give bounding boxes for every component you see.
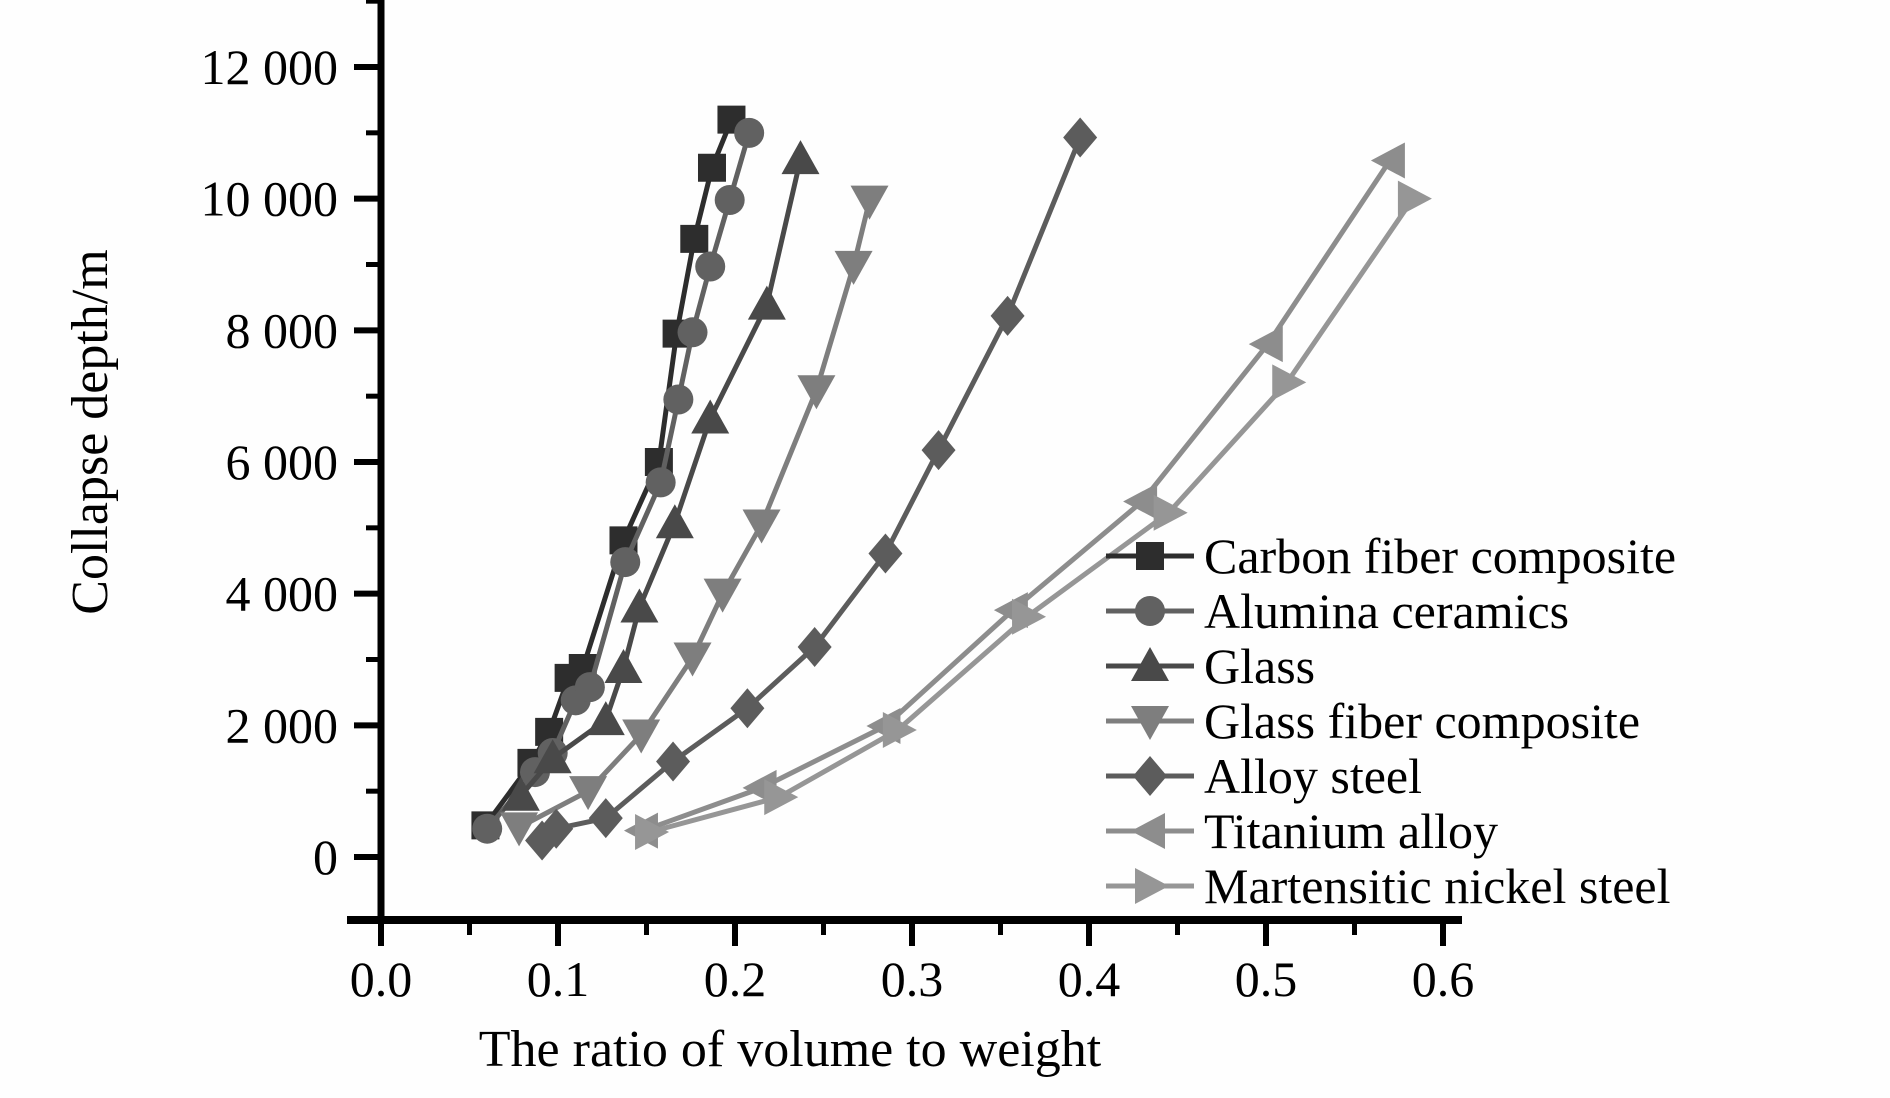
data-point-marker: [586, 701, 625, 736]
data-point-marker: [539, 808, 574, 849]
data-point-marker: [1136, 542, 1164, 570]
series-line-alloy-steel: [540, 136, 1083, 843]
legend-label-glass: Glass: [1204, 638, 1315, 694]
legend-item-carbon-fiber-composite: Carbon fiber composite: [1106, 528, 1676, 584]
data-point-marker: [500, 812, 539, 847]
y-tick-label: 10 000: [201, 171, 339, 227]
data-point-marker: [673, 642, 712, 677]
legend-label-alumina-ceramics: Alumina ceramics: [1204, 583, 1569, 639]
data-point-marker: [697, 153, 726, 182]
data-point-marker: [1397, 180, 1432, 217]
data-point-marker: [574, 672, 605, 703]
data-point-marker: [695, 251, 726, 282]
series-layer: [471, 105, 1432, 861]
data-point-marker: [921, 430, 956, 471]
data-point-marker: [1133, 756, 1167, 796]
data-point-marker: [747, 285, 786, 320]
legend-item-glass-fiber-composite: Glass fiber composite: [1106, 693, 1640, 749]
legend-item-alloy-steel: Alloy steel: [1106, 748, 1422, 804]
data-point-marker: [663, 384, 694, 415]
series-line-glass-fiber-composite: [517, 200, 872, 830]
data-point-marker: [781, 140, 820, 175]
legend-label-titanium-alloy: Titanium alloy: [1204, 803, 1498, 859]
data-point-marker: [850, 185, 889, 220]
legend-label-glass-fiber-composite: Glass fiber composite: [1204, 693, 1640, 749]
axes-layer: 0.0 0.1 0.2 0.3 0.4 0.5 0.6 0 2 000 4 000 6 000 8 0…: [201, 0, 1475, 1007]
legend-item-alumina-ceramics: Alumina ceramics: [1106, 583, 1569, 639]
data-point-marker: [677, 317, 708, 348]
data-point-marker: [734, 117, 765, 148]
x-tick-label: 0.6: [1412, 951, 1475, 1007]
series-alloy-steel: [525, 117, 1098, 861]
data-point-marker: [622, 719, 661, 754]
legend-item-martensitic-nickel-steel: Martensitic nickel steel: [1106, 858, 1671, 914]
data-point-marker: [1370, 142, 1405, 179]
data-point-marker: [1123, 483, 1158, 520]
y-axis-title: Collapse depth/m: [62, 249, 119, 614]
legend-label-martensitic-nickel-steel: Martensitic nickel steel: [1204, 858, 1671, 914]
y-tick-label: 12 000: [201, 39, 339, 95]
data-point-marker: [569, 776, 608, 811]
data-point-marker: [882, 711, 917, 748]
data-point-marker: [1248, 326, 1283, 363]
data-point-marker: [1131, 647, 1169, 681]
data-point-marker: [1131, 706, 1169, 740]
data-point-marker: [703, 578, 742, 613]
x-tick-label: 0.5: [1235, 951, 1298, 1007]
x-tick-label: 0.0: [350, 951, 413, 1007]
data-point-marker: [680, 224, 709, 253]
data-point-marker: [501, 776, 540, 811]
data-point-marker: [1063, 117, 1098, 158]
data-point-marker: [797, 375, 836, 410]
data-point-marker: [742, 509, 781, 544]
x-tick-label: 0.4: [1058, 951, 1121, 1007]
data-point-marker: [645, 467, 676, 498]
x-tick-label: 0.3: [881, 951, 944, 1007]
data-point-marker: [1153, 494, 1188, 531]
y-tick-label: 0: [313, 829, 338, 885]
legend-item-titanium-alloy: Titanium alloy: [1106, 803, 1498, 859]
data-point-marker: [797, 626, 832, 667]
data-point-marker: [764, 779, 799, 816]
legend-label-alloy-steel: Alloy steel: [1204, 748, 1422, 804]
data-point-marker: [656, 741, 691, 782]
data-point-marker: [1012, 598, 1047, 635]
data-point-marker: [868, 533, 903, 574]
x-tick-label: 0.2: [704, 951, 767, 1007]
data-point-marker: [610, 547, 641, 578]
data-point-marker: [472, 813, 503, 844]
x-axis-title: The ratio of volume to weight: [479, 1021, 1102, 1078]
legend-label-carbon-fiber-composite: Carbon fiber composite: [1204, 528, 1676, 584]
series-martensitic-nickel-steel: [635, 180, 1432, 850]
y-tick-label: 2 000: [226, 697, 339, 753]
x-tick-label: 0.1: [527, 951, 590, 1007]
data-point-marker: [1272, 364, 1307, 401]
data-point-marker: [834, 250, 873, 285]
series-glass: [501, 140, 820, 811]
y-tick-label: 4 000: [226, 566, 339, 622]
data-point-marker: [1135, 868, 1169, 904]
series-glass-fiber-composite: [500, 185, 889, 847]
data-point-marker: [730, 688, 765, 729]
y-tick-label: 8 000: [226, 302, 339, 358]
y-tick-label: 6 000: [226, 434, 339, 490]
data-point-marker: [635, 813, 670, 850]
data-point-marker: [1131, 813, 1165, 849]
data-point-marker: [714, 184, 745, 215]
legend-item-glass: Glass: [1106, 638, 1315, 694]
data-point-marker: [990, 295, 1025, 336]
data-point-marker: [691, 399, 730, 434]
data-point-marker: [533, 739, 572, 774]
data-point-marker: [588, 798, 623, 839]
data-point-marker: [655, 504, 694, 539]
data-point-marker: [604, 649, 643, 684]
data-point-marker: [1135, 596, 1165, 626]
data-point-marker: [620, 588, 659, 623]
